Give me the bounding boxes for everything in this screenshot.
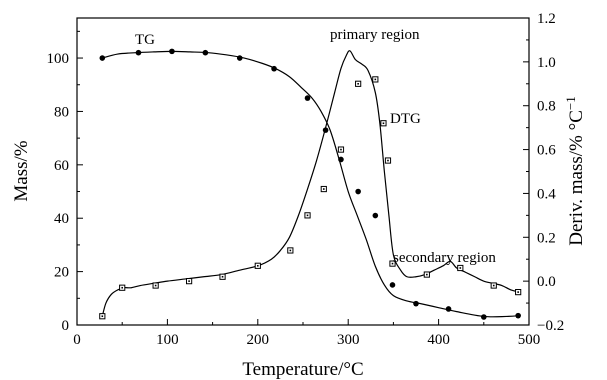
- tg-point: [389, 282, 396, 288]
- dtg-line: [101, 50, 521, 317]
- tg-point: [413, 300, 419, 307]
- dtg-point-center: [492, 284, 495, 287]
- dtg-point-center: [357, 82, 359, 85]
- y-right-tick-label: 0.2: [537, 230, 556, 246]
- tg-point: [202, 49, 209, 56]
- annotation-tg: TG: [135, 32, 155, 48]
- y-right-tick-label: 1.0: [537, 55, 556, 71]
- tg-point: [372, 212, 379, 219]
- tg-point: [99, 55, 106, 61]
- x-tick-label: 100: [156, 332, 179, 348]
- y-right-tick-label: 0.6: [537, 143, 556, 159]
- tg-point: [271, 65, 277, 72]
- plot-frame: [76, 17, 530, 326]
- dtg-point-center: [289, 249, 292, 252]
- y-left-tick-label: 80: [54, 104, 69, 120]
- dtg-point-center: [387, 159, 389, 162]
- y-right-tick-label: 0.0: [537, 274, 556, 290]
- markers-group: [99, 48, 522, 320]
- series-group: [101, 50, 521, 318]
- dtg-point-center: [188, 280, 190, 282]
- dtg-point-center: [121, 286, 123, 289]
- dtg-point-center: [340, 148, 342, 151]
- y-left-tick-label: 0: [62, 318, 70, 334]
- y-left-tick-label: 100: [47, 51, 70, 67]
- tg-line: [102, 50, 520, 318]
- y-right-tick-label: 1.2: [537, 11, 556, 27]
- x-tick-label: 200: [247, 332, 270, 348]
- tg-point: [322, 127, 329, 133]
- tg-point: [445, 306, 452, 312]
- dtg-point-center: [221, 275, 224, 278]
- ticks: 0 100 200 300 400 500 0 20 40 60 80 100 −0.2 0.0 0.2 0.…: [47, 11, 565, 348]
- dtg-point-center: [101, 315, 104, 318]
- dtg-point-center: [459, 267, 462, 269]
- dtg-point-center: [426, 273, 428, 276]
- tg-point: [236, 55, 243, 61]
- dtg-point-center: [257, 264, 259, 267]
- dtg-point-center: [517, 291, 519, 293]
- x-tick-label: 0: [73, 332, 81, 348]
- y-axis-right-label-main: Deriv. mass/% °C: [566, 110, 587, 246]
- annotation-secondary-region: secondary region: [393, 250, 496, 266]
- tg-point: [481, 314, 487, 320]
- y-right-tick-label: 0.4: [537, 186, 556, 202]
- x-tick-label: 400: [427, 332, 450, 348]
- tg-point: [169, 48, 175, 55]
- y-axis-right-label: Deriv. mass/% °C−1: [563, 96, 587, 246]
- y-right-tick-label: −0.2: [537, 318, 564, 334]
- dtg-point-center: [382, 122, 385, 125]
- annotation-dtg: DTG: [390, 111, 421, 127]
- tg-point: [338, 156, 344, 163]
- tg-point: [304, 95, 311, 101]
- y-right-tick-label: 0.8: [537, 99, 556, 115]
- y-axis-left-label: Mass/%: [11, 140, 32, 201]
- dtg-point-center: [322, 188, 325, 190]
- annotation-primary-region: primary region: [330, 27, 420, 43]
- tg-point: [135, 49, 142, 56]
- x-axis-label: Temperature/°C: [242, 359, 363, 380]
- x-tick-label: 300: [337, 332, 360, 348]
- dtg-point-center: [374, 78, 377, 81]
- dtg-point-center: [391, 262, 394, 265]
- y-axis-right-label-superscript: −1: [563, 96, 578, 110]
- tg-point: [355, 188, 361, 195]
- dtg-point-center: [306, 214, 309, 217]
- tg-point: [515, 312, 521, 319]
- dtg-point-center: [154, 284, 157, 287]
- y-left-tick-label: 40: [54, 211, 69, 227]
- y-left-tick-label: 20: [54, 265, 69, 281]
- x-tick-label: 500: [518, 332, 541, 348]
- y-left-tick-label: 60: [54, 158, 69, 174]
